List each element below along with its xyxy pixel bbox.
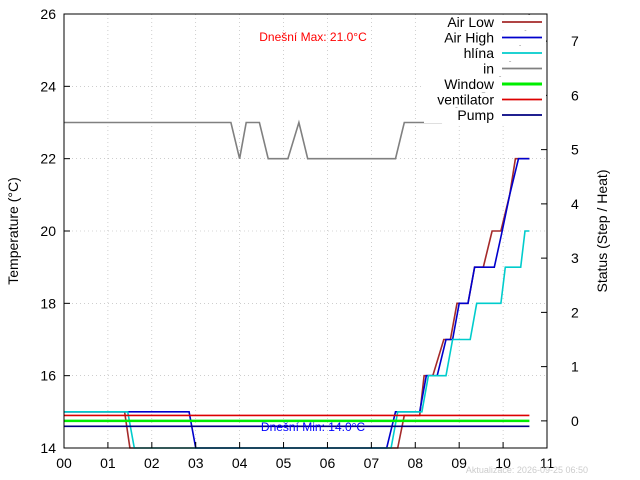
x-tick-label: 00	[56, 455, 72, 471]
y2-axis-label: Status (Step / Heat)	[594, 170, 610, 293]
x-tick-label: 10	[495, 455, 511, 471]
x-tick-label: 03	[188, 455, 204, 471]
y2-tick-label: 6	[571, 87, 579, 103]
x-tick-label: 02	[144, 455, 160, 471]
legend-entry-bg	[424, 61, 546, 77]
y2-tick-label: 4	[571, 196, 579, 212]
x-tick-label: 09	[451, 455, 467, 471]
y2-tick-label: 1	[571, 359, 579, 375]
y-tick-label: 16	[40, 368, 56, 384]
legend-entry-label: in	[483, 61, 494, 77]
updated-timestamp: Aktualizace: 2026-09-25 06:50	[466, 465, 588, 475]
legend-entry-label: Pump	[457, 107, 494, 123]
y-tick-label: 20	[40, 223, 56, 239]
x-tick-label: 07	[364, 455, 380, 471]
x-tick-label: 04	[232, 455, 248, 471]
x-tick-label: 01	[100, 455, 116, 471]
y-tick-label: 14	[40, 440, 56, 456]
y2-tick-label: 3	[571, 250, 579, 266]
legend-entry-label: Window	[444, 76, 495, 92]
y-axis-label: Temperature (°C)	[5, 177, 21, 285]
y-tick-label: 26	[40, 6, 56, 22]
y-tick-label: 18	[40, 295, 56, 311]
y2-tick-label: 2	[571, 304, 579, 320]
legend-entry-label: Air High	[444, 30, 494, 46]
legend-entry-bg	[424, 15, 546, 30]
legend-entry-label: Air Low	[447, 14, 495, 30]
x-tick-label: 05	[276, 455, 292, 471]
legend-entry-label: hlína	[464, 45, 495, 61]
y2-tick-label: 7	[571, 33, 579, 49]
y-tick-label: 24	[40, 78, 56, 94]
x-tick-label: 06	[320, 455, 336, 471]
legend-entry-bg	[424, 30, 546, 46]
y-tick-label: 22	[40, 151, 56, 167]
legend-entry-bg	[424, 108, 546, 123]
legend-entry-bg	[424, 46, 546, 61]
legend-entry-bg	[424, 92, 546, 108]
x-tick-label: 08	[407, 455, 423, 471]
legend-entry-label: ventilator	[437, 92, 494, 108]
y2-tick-label: 5	[571, 142, 579, 158]
x-tick-label: 11	[540, 455, 555, 471]
min-annotation: Dnešní Min: 14.0°C	[261, 420, 366, 434]
max-annotation: Dnešní Max: 21.0°C	[259, 30, 367, 44]
y2-tick-label: 0	[571, 413, 579, 429]
legend-entry-bg	[424, 77, 546, 92]
